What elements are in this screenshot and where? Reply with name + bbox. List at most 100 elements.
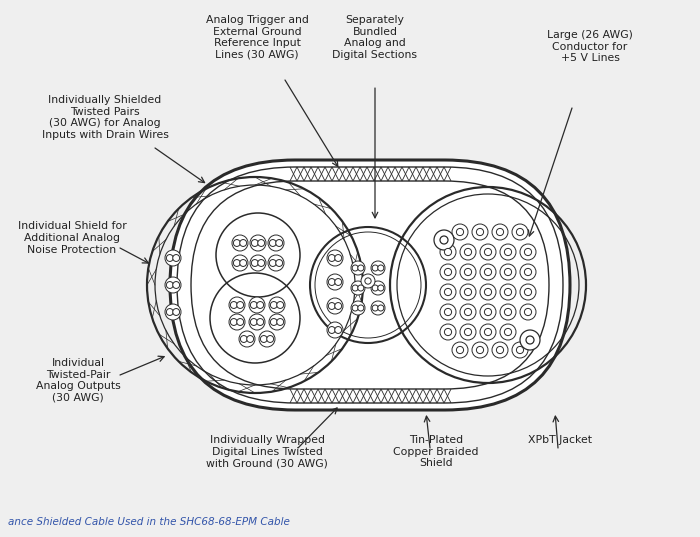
Circle shape [257, 302, 264, 308]
Circle shape [250, 255, 266, 271]
Circle shape [230, 318, 237, 325]
Circle shape [358, 265, 364, 271]
Text: Separately
Bundled
Analog and
Digital Sections: Separately Bundled Analog and Digital Se… [332, 15, 417, 60]
Circle shape [517, 346, 524, 353]
Circle shape [268, 235, 284, 251]
Circle shape [371, 281, 385, 295]
Circle shape [477, 346, 484, 353]
Circle shape [524, 308, 531, 316]
Circle shape [456, 346, 463, 353]
Circle shape [378, 305, 384, 311]
Circle shape [371, 301, 385, 315]
Circle shape [240, 336, 247, 343]
Circle shape [276, 302, 284, 308]
Circle shape [251, 302, 257, 308]
Circle shape [460, 244, 476, 260]
Circle shape [444, 329, 452, 336]
Text: ance Shielded Cable Used in the SHC68-68-EPM Cable: ance Shielded Cable Used in the SHC68-68… [8, 517, 290, 527]
Text: XPbT Jacket: XPbT Jacket [528, 435, 592, 445]
Circle shape [167, 309, 173, 315]
Circle shape [524, 288, 531, 295]
Circle shape [500, 304, 516, 320]
Circle shape [500, 324, 516, 340]
Circle shape [484, 249, 491, 256]
Circle shape [526, 336, 534, 344]
Circle shape [505, 288, 512, 295]
Circle shape [444, 268, 452, 275]
Circle shape [500, 244, 516, 260]
Circle shape [505, 249, 512, 256]
Circle shape [512, 342, 528, 358]
Circle shape [460, 304, 476, 320]
Circle shape [351, 261, 365, 275]
Circle shape [328, 255, 335, 262]
Circle shape [460, 264, 476, 280]
Circle shape [372, 265, 378, 271]
Circle shape [258, 259, 265, 266]
Circle shape [520, 330, 540, 350]
Text: Individually Wrapped
Digital Lines Twisted
with Ground (30 AWG): Individually Wrapped Digital Lines Twist… [206, 435, 328, 468]
Circle shape [328, 326, 335, 333]
Circle shape [517, 228, 524, 236]
Circle shape [358, 285, 364, 291]
Circle shape [365, 278, 371, 284]
Circle shape [352, 305, 358, 311]
Circle shape [524, 249, 531, 256]
Circle shape [327, 250, 343, 266]
Circle shape [251, 240, 258, 246]
Circle shape [240, 240, 246, 246]
Circle shape [496, 346, 503, 353]
Circle shape [500, 284, 516, 300]
Circle shape [233, 240, 240, 246]
Circle shape [520, 264, 536, 280]
Circle shape [351, 281, 365, 295]
Circle shape [372, 285, 378, 291]
Circle shape [444, 249, 452, 256]
Circle shape [251, 318, 257, 325]
Circle shape [372, 305, 378, 311]
Circle shape [258, 240, 265, 246]
FancyBboxPatch shape [170, 160, 570, 410]
Circle shape [378, 285, 384, 291]
Circle shape [444, 288, 452, 295]
Circle shape [464, 249, 472, 256]
Circle shape [484, 288, 491, 295]
Circle shape [335, 279, 342, 286]
Circle shape [257, 318, 264, 325]
Circle shape [165, 250, 181, 266]
Circle shape [251, 259, 258, 266]
Circle shape [492, 342, 508, 358]
Circle shape [477, 228, 484, 236]
Circle shape [440, 304, 456, 320]
Circle shape [276, 240, 283, 246]
Text: Individually Shielded
Twisted Pairs
(30 AWG) for Analog
Inputs with Drain Wires: Individually Shielded Twisted Pairs (30 … [41, 95, 169, 140]
Circle shape [259, 331, 275, 347]
Circle shape [480, 324, 496, 340]
Circle shape [165, 277, 181, 293]
Circle shape [472, 224, 488, 240]
Circle shape [434, 230, 454, 250]
Circle shape [239, 331, 255, 347]
Text: Individual
Twisted-Pair
Analog Outputs
(30 AWG): Individual Twisted-Pair Analog Outputs (… [36, 358, 120, 403]
Circle shape [250, 235, 266, 251]
Circle shape [335, 255, 342, 262]
Circle shape [267, 336, 274, 343]
Circle shape [371, 261, 385, 275]
Circle shape [167, 255, 173, 262]
Circle shape [268, 255, 284, 271]
Circle shape [361, 274, 375, 288]
Circle shape [327, 298, 343, 314]
Circle shape [505, 308, 512, 316]
Circle shape [328, 279, 335, 286]
Circle shape [492, 224, 508, 240]
Circle shape [484, 329, 491, 336]
Circle shape [269, 314, 285, 330]
Circle shape [480, 264, 496, 280]
Circle shape [444, 308, 452, 316]
Circle shape [328, 302, 335, 309]
Circle shape [173, 281, 180, 288]
Circle shape [464, 308, 472, 316]
Circle shape [505, 268, 512, 275]
Circle shape [480, 304, 496, 320]
Circle shape [247, 336, 253, 343]
